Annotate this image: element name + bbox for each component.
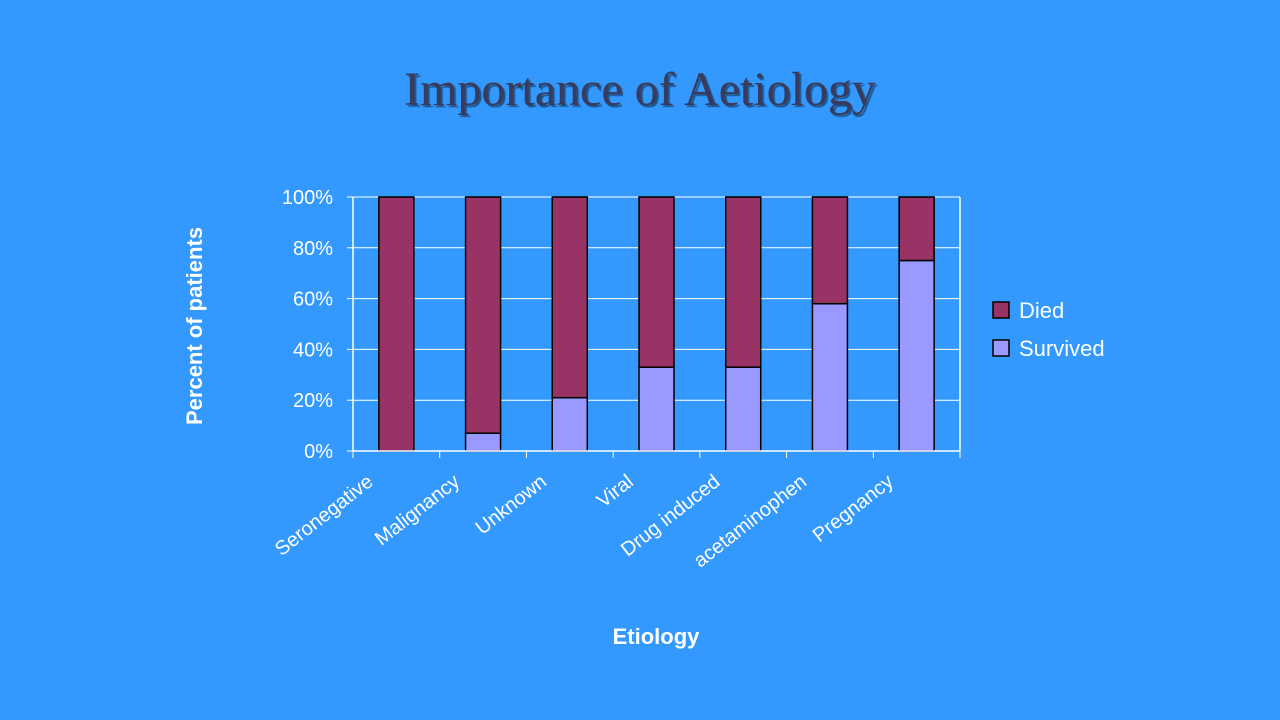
slide-title: Importance of Aetiology (404, 63, 876, 116)
bar-survived (811, 302, 849, 452)
x-axis-title: Etiology (613, 624, 701, 649)
bar-survived (724, 366, 762, 452)
bar-survived (464, 432, 502, 452)
y-tick-labels: 0% 20% 40% 60% 80% 100% (282, 187, 333, 463)
bar-died (898, 196, 935, 262)
bar-survived (551, 396, 589, 452)
legend: Died Survived (992, 298, 1105, 361)
legend-swatch-died (992, 301, 1010, 319)
bar-died (811, 196, 849, 305)
bar-died (638, 196, 675, 368)
bar-died (464, 196, 502, 434)
legend-swatch-survived (992, 339, 1010, 357)
bars (378, 196, 935, 452)
legend-label-died: Died (1019, 298, 1064, 323)
y-tick-label: 60% (293, 289, 333, 311)
y-tick-label: 100% (282, 187, 333, 209)
y-tick-label: 80% (293, 238, 333, 260)
bar-survived (638, 366, 675, 452)
y-tick-label: 40% (293, 339, 333, 361)
y-axis-title: Percent of patients (182, 227, 207, 425)
legend-label-survived: Survived (1019, 336, 1105, 361)
bar-survived (898, 259, 935, 452)
x-category-label: Malignancy (371, 471, 464, 551)
y-tick-label: 0% (304, 441, 333, 463)
x-category-label: Seronegative (271, 471, 377, 561)
bar-died (551, 196, 589, 399)
bar-died (378, 196, 415, 452)
x-category-label: Viral (593, 471, 638, 513)
y-tick-label: 20% (293, 390, 333, 412)
x-category-label: Pregnancy (809, 471, 898, 547)
axes (352, 197, 961, 458)
bar-died (724, 196, 762, 368)
x-category-label: Unknown (472, 471, 551, 540)
